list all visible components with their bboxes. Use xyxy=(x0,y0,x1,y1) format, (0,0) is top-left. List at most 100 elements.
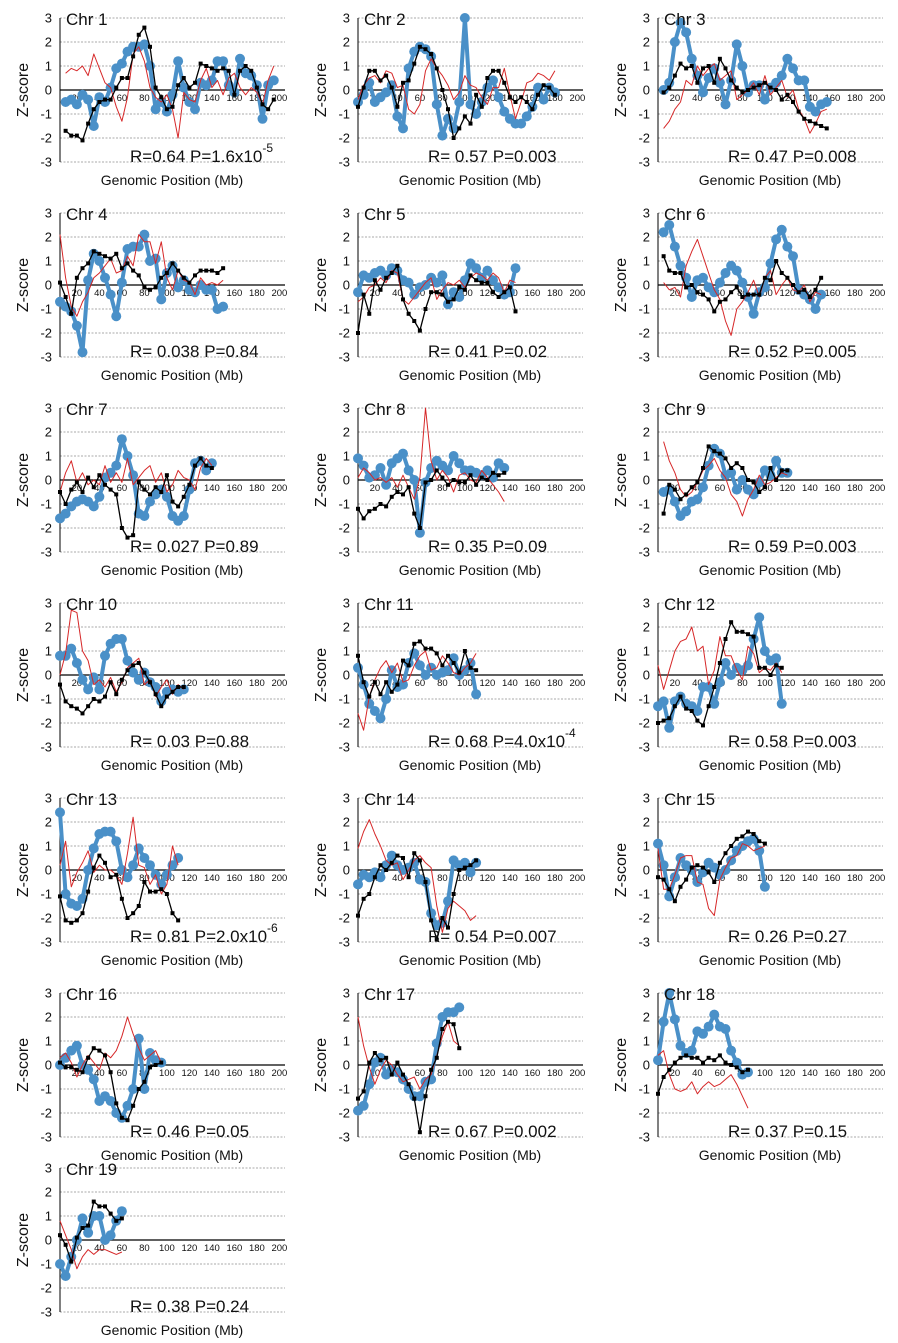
chromosome-panel: 3210-1-2-3Z-score20406080100120140160180… xyxy=(613,400,885,578)
data-point xyxy=(173,56,184,67)
data-marker xyxy=(678,1055,683,1060)
y-tick-label: 1 xyxy=(45,644,52,659)
data-point xyxy=(420,670,431,680)
data-marker xyxy=(485,76,490,80)
x-tick-label: 40 xyxy=(94,288,105,299)
x-tick-label: 160 xyxy=(226,678,242,689)
x-tick-label: 60 xyxy=(117,483,128,494)
series-line-1 xyxy=(59,1220,123,1270)
data-marker xyxy=(97,251,102,256)
data-point xyxy=(94,684,105,695)
x-tick-label: 20 xyxy=(72,873,83,884)
data-point xyxy=(414,660,425,671)
data-marker xyxy=(367,311,372,316)
data-marker xyxy=(367,68,372,73)
data-point xyxy=(488,75,498,86)
data-point xyxy=(60,1271,71,1281)
data-marker xyxy=(406,311,411,316)
series-line-2 xyxy=(357,852,477,941)
data-marker xyxy=(389,860,394,865)
x-tick-label: 180 xyxy=(547,678,563,689)
data-marker xyxy=(361,1089,366,1094)
data-marker xyxy=(757,292,762,297)
data-point xyxy=(658,1016,669,1027)
data-marker xyxy=(667,1067,672,1072)
data-marker xyxy=(717,1053,722,1058)
data-marker xyxy=(395,682,400,687)
data-point xyxy=(173,282,184,293)
data-point xyxy=(748,308,759,319)
data-marker xyxy=(701,466,705,470)
data-point xyxy=(381,694,392,704)
data-marker xyxy=(170,689,175,694)
chromosome-panel: 3210-1-2-3Z-score20406080100120140160180… xyxy=(15,10,287,188)
data-marker xyxy=(63,128,68,133)
y-tick-label: 0 xyxy=(45,83,52,98)
data-marker xyxy=(86,1223,91,1228)
series-line-1 xyxy=(357,407,505,502)
y-tick-label: 2 xyxy=(343,815,350,830)
data-marker xyxy=(762,80,767,85)
x-tick-label: 160 xyxy=(226,93,242,104)
data-marker xyxy=(401,492,405,497)
data-marker xyxy=(740,629,745,634)
data-marker xyxy=(701,66,705,71)
data-point xyxy=(128,1084,139,1094)
data-point xyxy=(437,130,448,141)
data-marker xyxy=(746,1067,750,1072)
x-tick-label: 180 xyxy=(847,1068,863,1079)
data-marker xyxy=(103,254,107,259)
data-marker xyxy=(451,892,456,896)
x-tick-label: 180 xyxy=(249,483,265,494)
data-point xyxy=(83,1064,94,1075)
data-marker xyxy=(372,875,377,880)
data-marker xyxy=(119,526,124,530)
data-point xyxy=(726,467,737,478)
data-point xyxy=(765,258,776,269)
data-marker xyxy=(401,856,405,860)
x-axis-label: Genomic Position (Mb) xyxy=(699,1147,841,1163)
data-point xyxy=(448,451,459,461)
data-marker xyxy=(451,478,456,482)
x-tick-label: 120 xyxy=(181,1243,197,1254)
data-marker xyxy=(740,1070,745,1075)
data-marker xyxy=(131,54,136,59)
chromosome-panel: 3210-1-2-3Z-score20406080100120140160180… xyxy=(613,985,885,1163)
data-point xyxy=(726,1045,737,1056)
data-marker xyxy=(181,275,186,280)
data-marker xyxy=(751,85,756,90)
data-marker xyxy=(451,297,456,302)
y-tick-label: 0 xyxy=(343,278,350,293)
data-point xyxy=(426,1074,437,1085)
data-marker xyxy=(684,706,689,711)
data-marker xyxy=(395,490,400,494)
data-point xyxy=(139,853,150,863)
data-marker xyxy=(440,292,445,297)
panel-title: Chr 9 xyxy=(664,400,706,419)
data-marker xyxy=(103,482,107,487)
data-point xyxy=(737,277,748,288)
data-marker xyxy=(384,73,389,78)
data-marker xyxy=(401,80,405,85)
x-tick-label: 100 xyxy=(457,288,473,299)
x-tick-label: 20 xyxy=(72,93,83,104)
x-axis-label: Genomic Position (Mb) xyxy=(399,172,541,188)
data-marker xyxy=(97,699,102,704)
data-marker xyxy=(474,482,479,487)
stats-label: R= 0.038 P=0.84 xyxy=(130,342,259,361)
x-tick-label: 200 xyxy=(569,288,585,299)
data-point xyxy=(145,1048,155,1058)
x-tick-label: 120 xyxy=(479,678,495,689)
data-marker xyxy=(148,1065,152,1070)
x-tick-label: 100 xyxy=(457,873,473,884)
data-point xyxy=(459,665,470,676)
data-point xyxy=(426,662,437,673)
y-tick-label: 2 xyxy=(45,425,52,440)
data-marker xyxy=(63,1065,68,1070)
data-point xyxy=(516,118,527,129)
panel-title: Chr 2 xyxy=(364,10,406,29)
data-point xyxy=(122,1100,133,1111)
stats-label: R= 0.58 P=0.003 xyxy=(728,732,857,751)
data-point xyxy=(698,87,708,98)
data-marker xyxy=(757,839,762,844)
